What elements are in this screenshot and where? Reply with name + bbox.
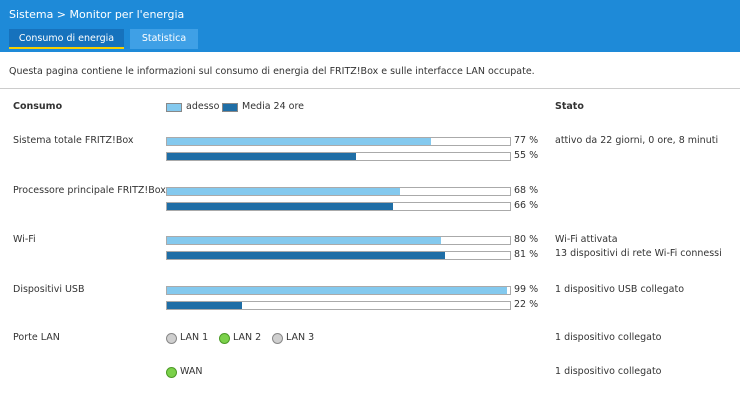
bar: [167, 252, 445, 259]
bar-value-label: 81 %: [514, 249, 539, 260]
status-text: Wi-Fi attivata: [555, 234, 618, 245]
row-label: Dispositivi USB: [13, 283, 85, 295]
port-indicator: [166, 333, 177, 344]
row-label: Sistema totale FRITZ!Box: [13, 135, 134, 146]
bar-track: [166, 300, 511, 310]
status-text: 1 dispositivo USB collegato: [555, 283, 685, 295]
bar-value-label: 22 %: [514, 298, 539, 310]
port-label: LAN 3: [286, 332, 315, 343]
bar: [167, 138, 432, 145]
bar: [167, 286, 507, 294]
bar-value-label: 77 %: [514, 135, 539, 146]
bar-value-label: 55 %: [514, 150, 539, 161]
status-text: 1 dispositivo collegato: [555, 332, 662, 343]
port-indicator: [166, 367, 177, 378]
status-text: 1 dispositivo collegato: [555, 366, 662, 377]
breadcrumb[interactable]: Sistema > Monitor per l'energia: [9, 8, 185, 21]
bar-value-label: 66 %: [514, 199, 539, 211]
row-label: Processore principale FRITZ!Box: [13, 184, 166, 196]
column-header: Stato: [555, 101, 584, 112]
status-text: 13 dispositivi di rete Wi-Fi connessi: [555, 248, 722, 259]
bar-track: [166, 201, 511, 211]
bar-track: [166, 285, 511, 295]
bar: [167, 153, 356, 160]
port-indicator: [272, 333, 283, 344]
bar-value-label: 68 %: [514, 184, 539, 196]
bar-track: [166, 236, 511, 245]
legend-swatch: [222, 103, 238, 112]
port-label: LAN 2: [233, 332, 262, 343]
tab[interactable]: Statistica: [130, 29, 198, 49]
bar: [167, 187, 401, 195]
port-indicator: [219, 333, 230, 344]
bar: [167, 301, 243, 309]
description: Questa pagina contiene le informazioni s…: [9, 66, 535, 77]
bar-track: [166, 186, 511, 196]
legend-label: adesso: [186, 101, 220, 112]
bar-value-label: 99 %: [514, 283, 539, 295]
bar-value-label: 80 %: [514, 234, 539, 245]
bar-track: [166, 251, 511, 260]
column-header: Consumo: [13, 101, 63, 112]
separator: [0, 88, 740, 89]
tab[interactable]: Consumo di energia: [9, 29, 124, 49]
row-label: Wi-Fi: [13, 234, 36, 245]
bar: [167, 237, 442, 244]
row-label: Porte LAN: [13, 332, 60, 343]
bar-track: [166, 137, 511, 146]
port-label: WAN: [180, 366, 203, 377]
header-bar: Sistema > Monitor per l'energia Consumo …: [0, 0, 740, 52]
status-text: attivo da 22 giorni, 0 ore, 8 minuti: [555, 135, 719, 146]
port-label: LAN 1: [180, 332, 209, 343]
legend-swatch: [166, 103, 182, 112]
bar-track: [166, 152, 511, 161]
bar: [167, 202, 394, 210]
legend-label: Media 24 ore: [242, 101, 305, 112]
